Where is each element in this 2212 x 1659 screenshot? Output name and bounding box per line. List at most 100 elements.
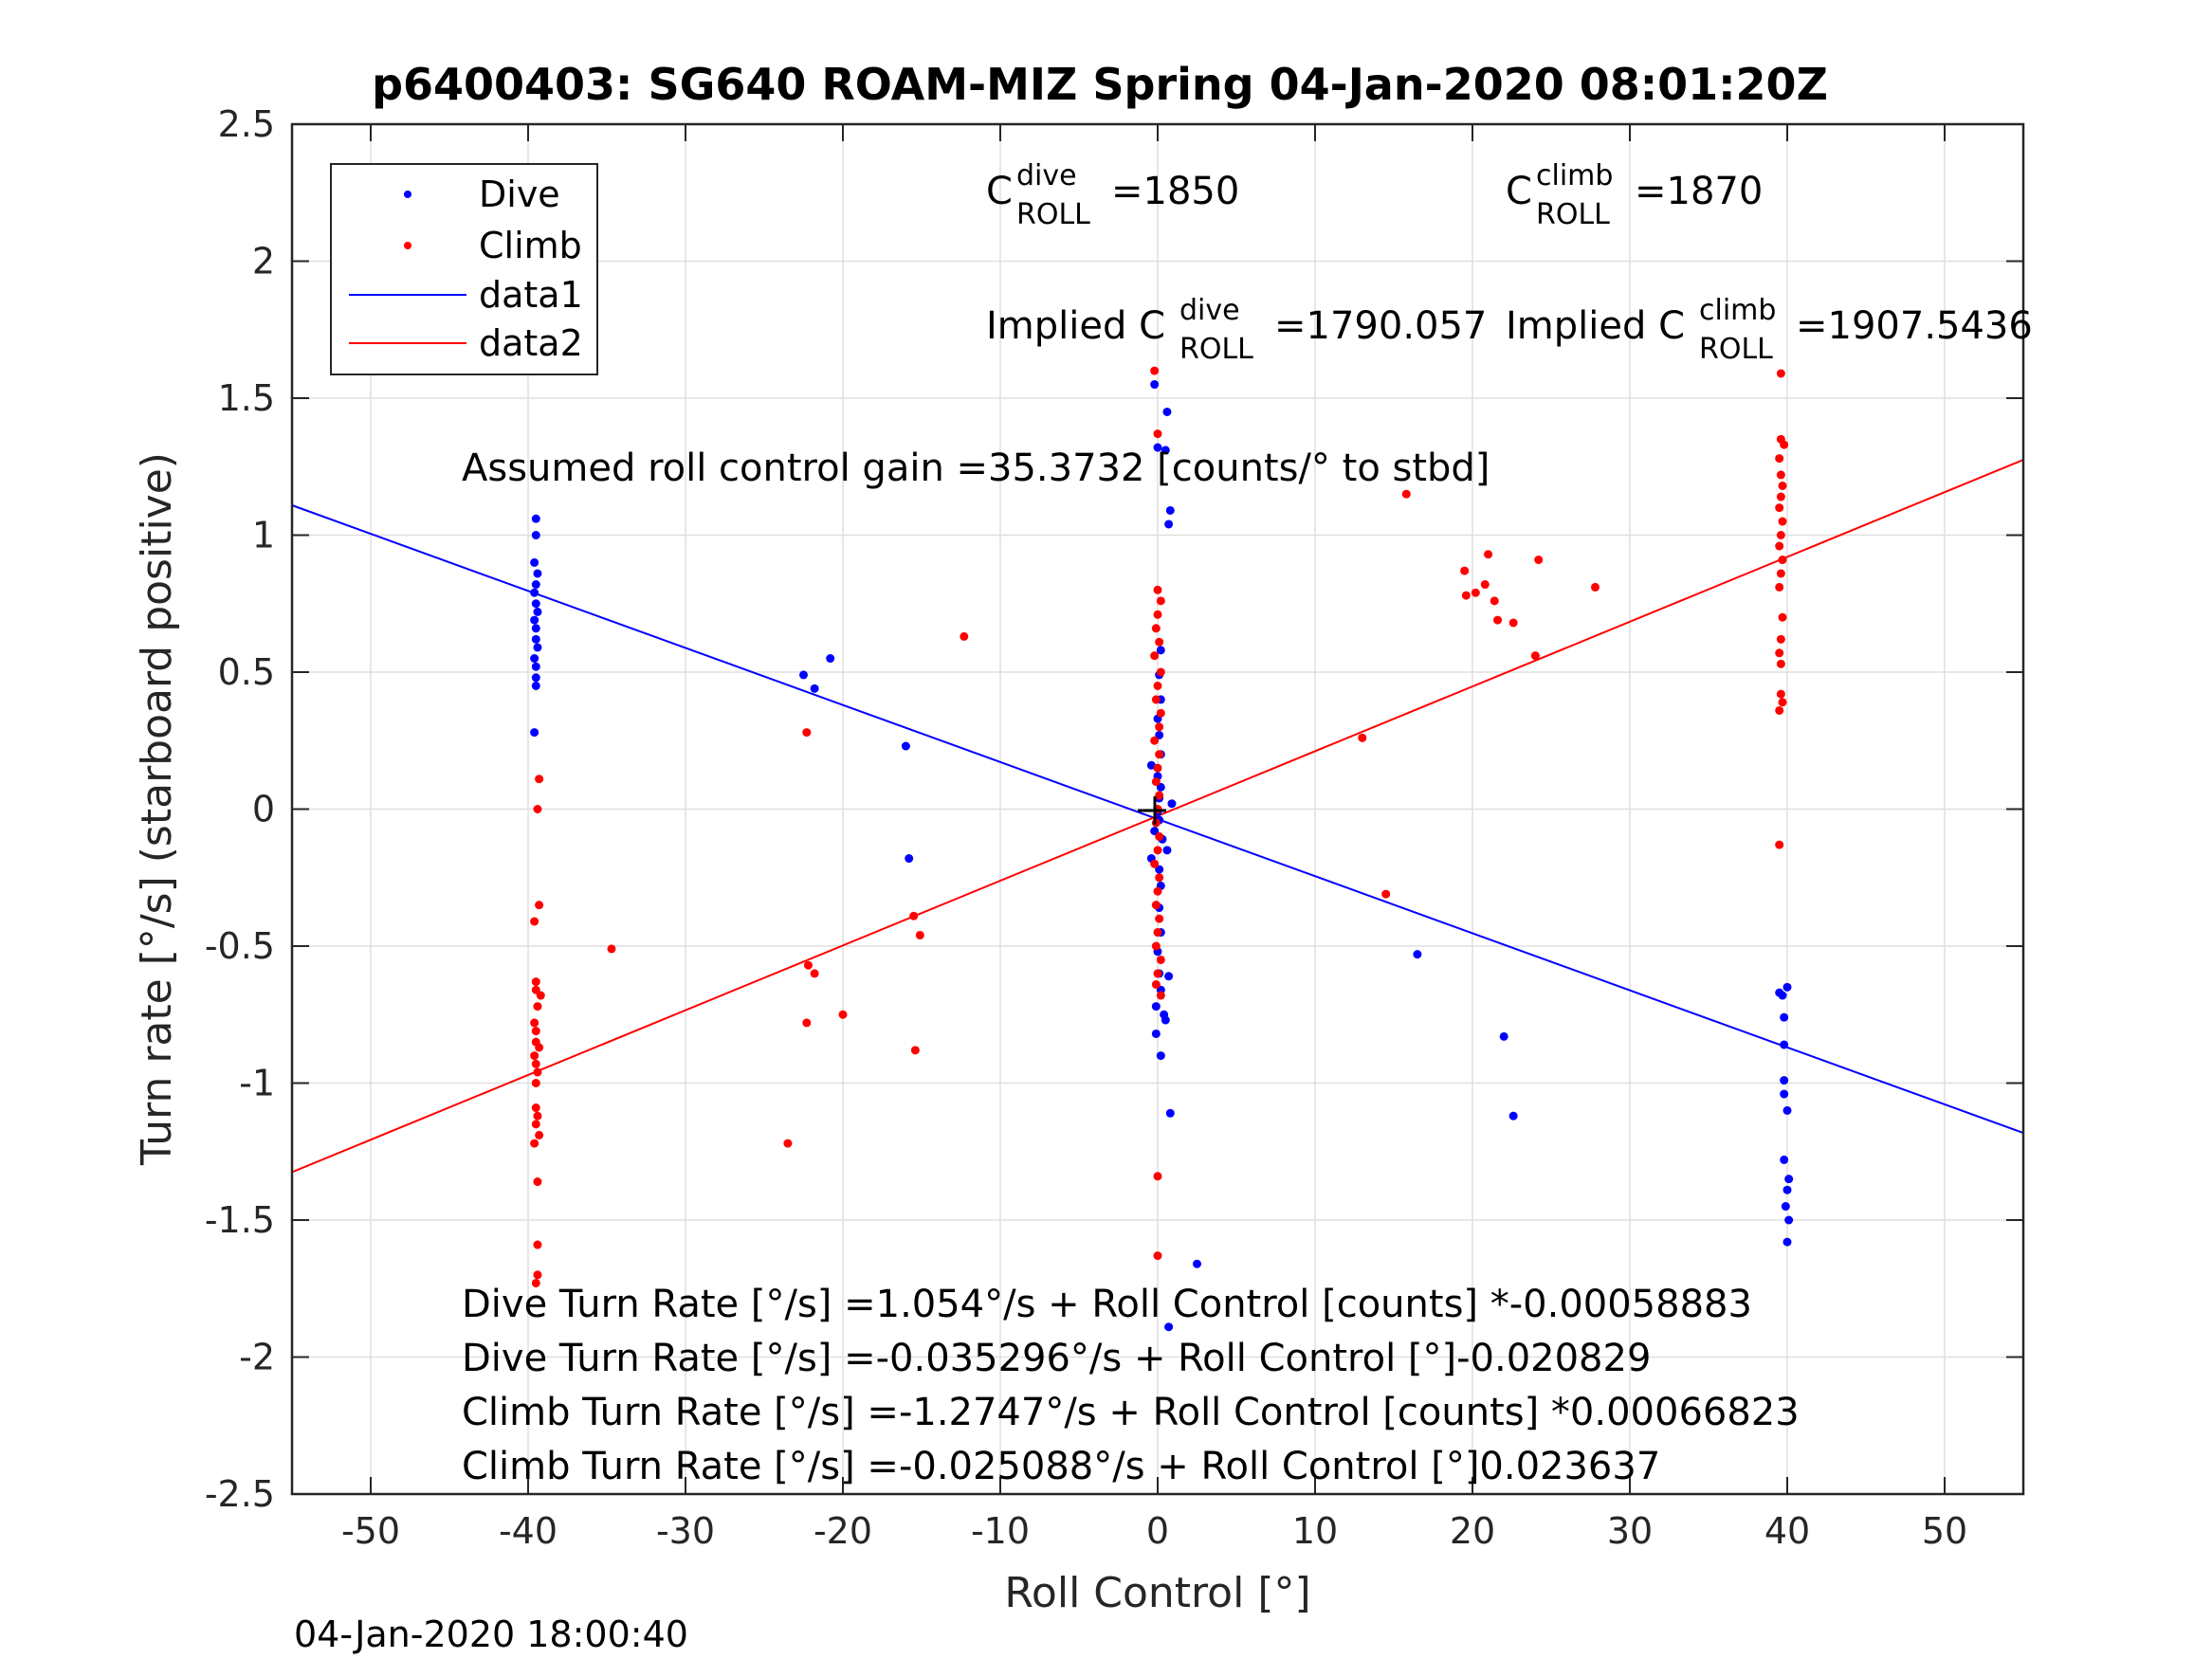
x-axis-label: Roll Control [°] xyxy=(1004,1569,1310,1617)
climb-point xyxy=(530,1139,539,1148)
implied-climb-prefix: Implied C xyxy=(1506,304,1685,348)
dive-point xyxy=(1784,1215,1794,1225)
climb-point xyxy=(810,969,819,978)
c-climb-value: =1870 xyxy=(1635,170,1763,213)
legend-dive-label: Dive xyxy=(479,173,560,215)
climb-point xyxy=(1776,569,1785,578)
climb-point xyxy=(1153,681,1162,690)
climb-point xyxy=(1484,550,1493,559)
climb-point xyxy=(1460,566,1470,575)
climb-point xyxy=(1776,531,1785,539)
climb-point xyxy=(1534,556,1544,565)
climb-point xyxy=(1153,1251,1162,1261)
dive-point xyxy=(1150,380,1160,390)
climb-point xyxy=(783,1139,793,1148)
climb-point xyxy=(1151,777,1161,787)
x-tick-label: -40 xyxy=(499,1510,558,1552)
climb-point xyxy=(530,1051,539,1061)
annotation-implied-climb: Implied C climb ROLL =1907.5436 xyxy=(1506,294,2033,366)
c-climb-sub: ROLL xyxy=(1536,198,1610,231)
dive-point xyxy=(531,599,540,609)
dive-point xyxy=(1193,1259,1201,1268)
x-tick-label: -30 xyxy=(656,1510,715,1552)
climb-point xyxy=(531,1278,540,1287)
climb-point xyxy=(1775,705,1784,715)
y-tick-label: -1 xyxy=(239,1063,275,1104)
c-dive-value: =1850 xyxy=(1111,170,1239,213)
dive-point xyxy=(1156,1051,1165,1061)
climb-point xyxy=(802,728,812,738)
climb-point xyxy=(1153,610,1162,619)
climb-point xyxy=(533,1270,542,1280)
climb-point xyxy=(1156,991,1165,1000)
climb-point xyxy=(530,1018,539,1028)
climb-point xyxy=(1150,366,1160,375)
dive-point xyxy=(1782,1185,1792,1194)
climb-point xyxy=(533,1111,542,1121)
x-tick-label: 10 xyxy=(1292,1510,1338,1552)
climb-point xyxy=(1156,708,1165,718)
dive-point xyxy=(1165,505,1175,515)
x-tick-label: 20 xyxy=(1450,1510,1495,1552)
climb-point xyxy=(1155,750,1164,759)
dive-point xyxy=(531,531,540,539)
dive-point xyxy=(1162,846,1172,855)
legend-data1-label: data1 xyxy=(479,274,583,316)
dive-point xyxy=(531,681,540,690)
climb-point xyxy=(1151,624,1161,633)
dive-point xyxy=(531,514,540,523)
legend-climb-marker xyxy=(404,242,411,249)
svg-text:C: C xyxy=(986,170,1013,213)
timestamp: 04-Jan-2020 18:00:40 xyxy=(294,1613,688,1655)
climb-point xyxy=(1155,873,1164,883)
climb-point xyxy=(1508,618,1518,628)
dive-point xyxy=(530,588,539,597)
climb-point xyxy=(1150,859,1160,868)
dive-point xyxy=(1780,1040,1789,1049)
dive-point xyxy=(531,662,540,671)
dive-point xyxy=(530,557,539,567)
x-tick-label: 40 xyxy=(1764,1510,1810,1552)
climb-point xyxy=(1775,582,1784,592)
climb-point xyxy=(1156,667,1165,677)
dive-point xyxy=(905,854,914,864)
dive-point xyxy=(1162,407,1172,416)
dive-point xyxy=(901,741,910,751)
climb-point xyxy=(915,930,924,939)
implied-dive-prefix: Implied C xyxy=(986,304,1165,348)
x-tick-label: -10 xyxy=(971,1510,1030,1552)
climb-point xyxy=(533,1240,542,1249)
x-tick-label: 0 xyxy=(1146,1510,1169,1552)
climb-point xyxy=(535,901,544,910)
data-points xyxy=(530,366,1794,1332)
y-tick-label: 1.5 xyxy=(218,377,275,419)
climb-point xyxy=(535,1043,544,1052)
x-tick-label: -50 xyxy=(341,1510,400,1552)
climb-point xyxy=(1775,454,1784,464)
dive-point xyxy=(1782,1237,1792,1247)
climb-point xyxy=(1778,698,1787,707)
climb-point xyxy=(1151,979,1161,989)
legend-data2-label: data2 xyxy=(479,322,583,364)
dive-point xyxy=(533,643,542,652)
x-tick-label: -20 xyxy=(814,1510,872,1552)
climb-point xyxy=(1776,492,1785,501)
y-tick-label: 0 xyxy=(252,789,275,830)
climb-point xyxy=(1155,722,1164,732)
dive-point xyxy=(1164,972,1174,981)
climb-point xyxy=(1151,695,1161,704)
legend-dive-marker xyxy=(404,191,411,198)
y-tick-label: 0.5 xyxy=(218,651,275,693)
dive-point xyxy=(531,673,540,683)
climb-point xyxy=(531,1103,540,1113)
climb-point xyxy=(1150,651,1160,661)
annotation-c-climb: C climb ROLL =1870 xyxy=(1506,159,1763,231)
climb-point xyxy=(531,1120,540,1129)
c-climb-sup: climb xyxy=(1536,159,1613,192)
climb-point xyxy=(531,977,540,987)
y-tick-label: -1.5 xyxy=(205,1199,275,1241)
dive-point xyxy=(1782,1105,1792,1115)
climb-point xyxy=(1151,901,1161,910)
x-tick-label: 50 xyxy=(1922,1510,1967,1552)
